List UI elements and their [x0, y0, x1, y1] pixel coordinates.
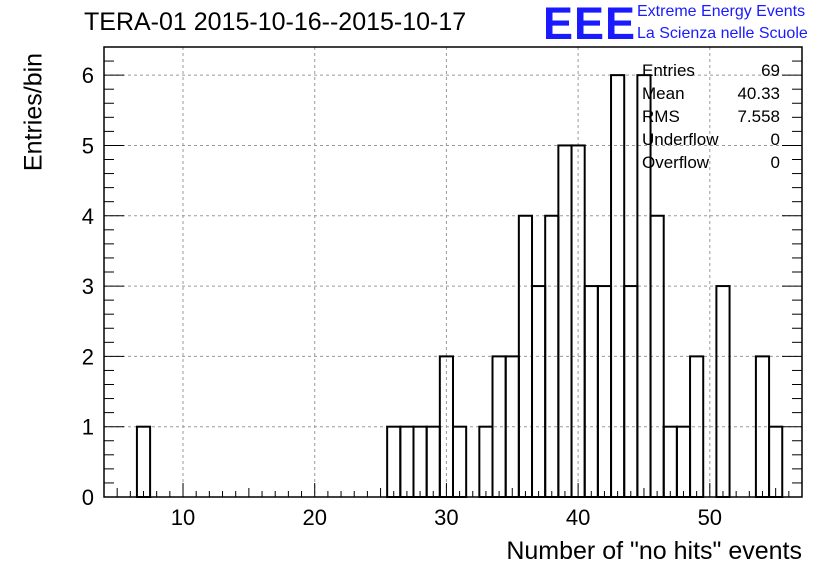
histogram-bin [557, 144, 573, 498]
histogram-bin [135, 425, 152, 498]
stat-row-overflow: Overflow 0 [642, 151, 780, 174]
histogram-bin [754, 355, 771, 498]
histogram-bin [596, 285, 613, 498]
stat-label: Entries [642, 61, 695, 80]
y-axis-label: Entries/bin [19, 52, 48, 172]
stat-row-entries: Entries 69 [642, 59, 780, 82]
stat-label: Overflow [642, 153, 710, 172]
stat-row-rms: RMS 7.558 [642, 105, 780, 128]
y-tick-label: 4 [82, 204, 94, 229]
histogram-bin [412, 425, 428, 498]
histogram-bin [531, 285, 547, 498]
x-tick-label: 10 [171, 505, 195, 530]
logo-text-line2: La Scienza nelle Scuole [637, 25, 808, 42]
x-tick-label: 20 [302, 505, 326, 530]
eee-logo: EEE [543, 0, 637, 49]
stat-label: RMS [642, 107, 680, 126]
x-tick-label: 40 [566, 505, 590, 530]
histogram-bin [623, 285, 639, 498]
histogram-bin [386, 425, 402, 498]
y-tick-label: 6 [82, 63, 94, 88]
histogram-bin [452, 425, 468, 498]
y-tick-label: 2 [82, 344, 94, 369]
stat-value: 40.33 [737, 84, 780, 103]
stat-row-underflow: Underflow 0 [642, 128, 780, 151]
y-tick-label: 1 [82, 415, 94, 440]
plot-frame [103, 46, 803, 498]
stat-label: Underflow [642, 130, 719, 149]
histogram-bin [662, 425, 678, 498]
histogram-bin [425, 425, 441, 498]
y-tick-label: 0 [82, 485, 94, 510]
y-tick-label: 3 [82, 274, 94, 299]
histogram-bin [675, 425, 692, 498]
x-axis-label: Number of "no hits" events [506, 537, 802, 565]
histogram-bin [768, 425, 784, 498]
histogram-bin [583, 285, 599, 498]
histogram-bin [478, 425, 494, 498]
chart-title: TERA-01 2015-10-16--2015-10-17 [84, 8, 467, 36]
stats-box: Entries 69 Mean 40.33 RMS 7.558 Underflo… [642, 59, 780, 174]
stat-value: 69 [761, 61, 780, 80]
x-tick-label: 30 [434, 505, 458, 530]
stat-value: 0 [770, 153, 780, 172]
histogram-bin [715, 285, 731, 498]
stat-label: Mean [642, 84, 685, 103]
y-tick-label: 5 [82, 133, 94, 158]
stat-row-mean: Mean 40.33 [642, 82, 780, 105]
x-tick-label: 50 [698, 505, 722, 530]
logo-text-line1: Extreme Energy Events [637, 3, 806, 20]
histogram-bin [399, 425, 415, 498]
stat-value: 0 [770, 130, 780, 149]
stat-value: 7.558 [737, 107, 780, 126]
